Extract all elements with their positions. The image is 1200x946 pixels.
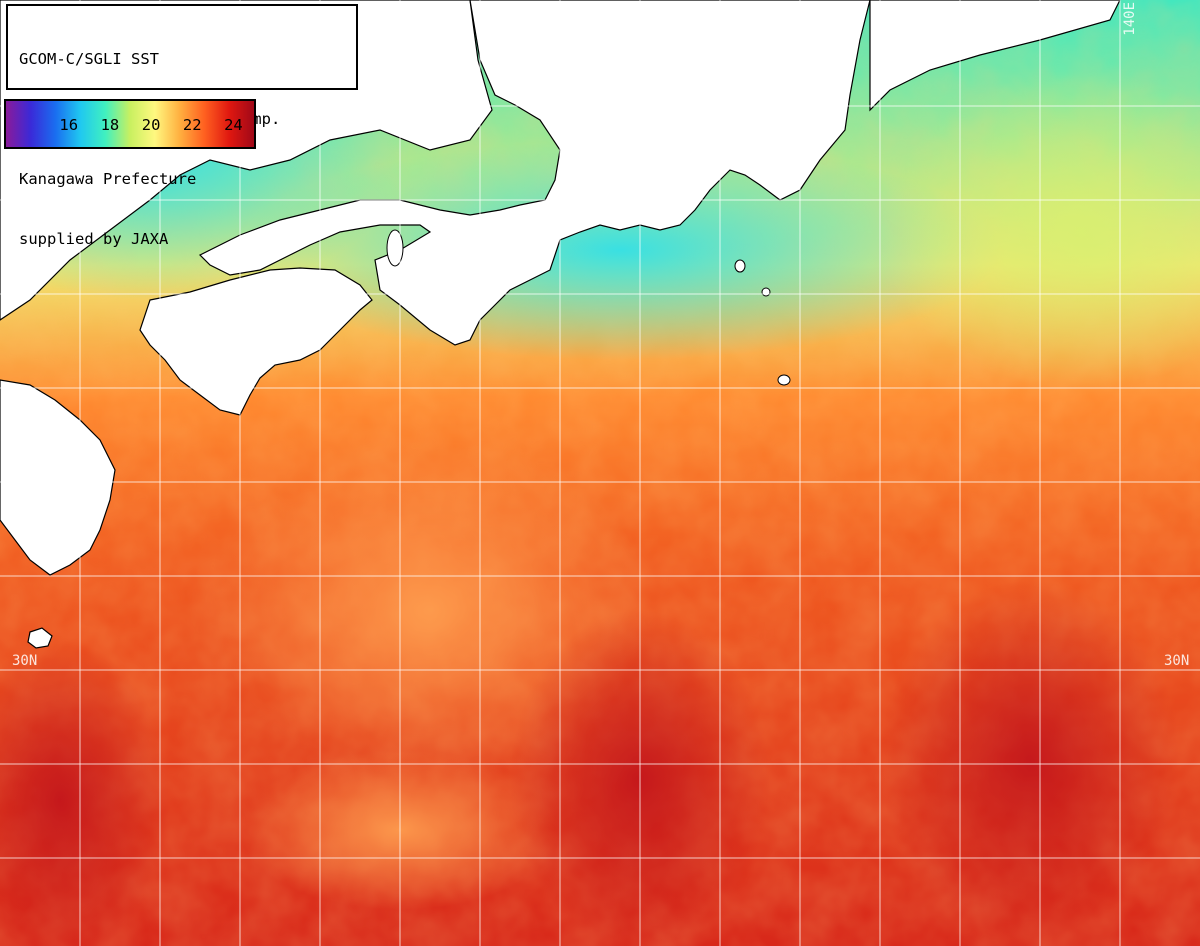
legend-label-18: 18 [100,116,120,134]
legend-label-24: 24 [224,116,243,134]
longitude-label-136e: 136E [480,4,496,38]
legend-labels: 16 18 20 22 24 [6,101,254,147]
color-legend: 16 18 20 22 24 [4,99,256,149]
color-scale-bar [6,101,254,147]
product-title: GCOM-C/SGLI SST [19,50,159,68]
island-miyake [761,287,771,297]
island-niijima [777,374,791,386]
tanegashima-land [27,627,53,649]
longitude-label-140e: 140E [1122,2,1138,36]
legend-label-22: 22 [182,116,202,134]
izu-kanto-land [869,0,1121,112]
island-oshima [734,259,746,273]
island-awaji [386,229,404,267]
hot-eddy-west [0,640,170,946]
latitude-label-right: 30N [1164,653,1190,669]
organization: Kanagawa Prefecture [19,170,197,188]
map-info-box: GCOM-C/SGLI SST ~2025/12/14 (UTC) Week C… [6,4,358,248]
islands [386,229,791,386]
data-source: supplied by JAXA [19,230,169,248]
kyushu-land [0,379,116,576]
latitude-label-left: 30N [12,653,38,669]
legend-label-20: 20 [141,116,161,134]
legend-label-16: 16 [59,116,79,134]
shikoku-land [139,267,373,416]
hot-eddy-east [880,580,1180,940]
